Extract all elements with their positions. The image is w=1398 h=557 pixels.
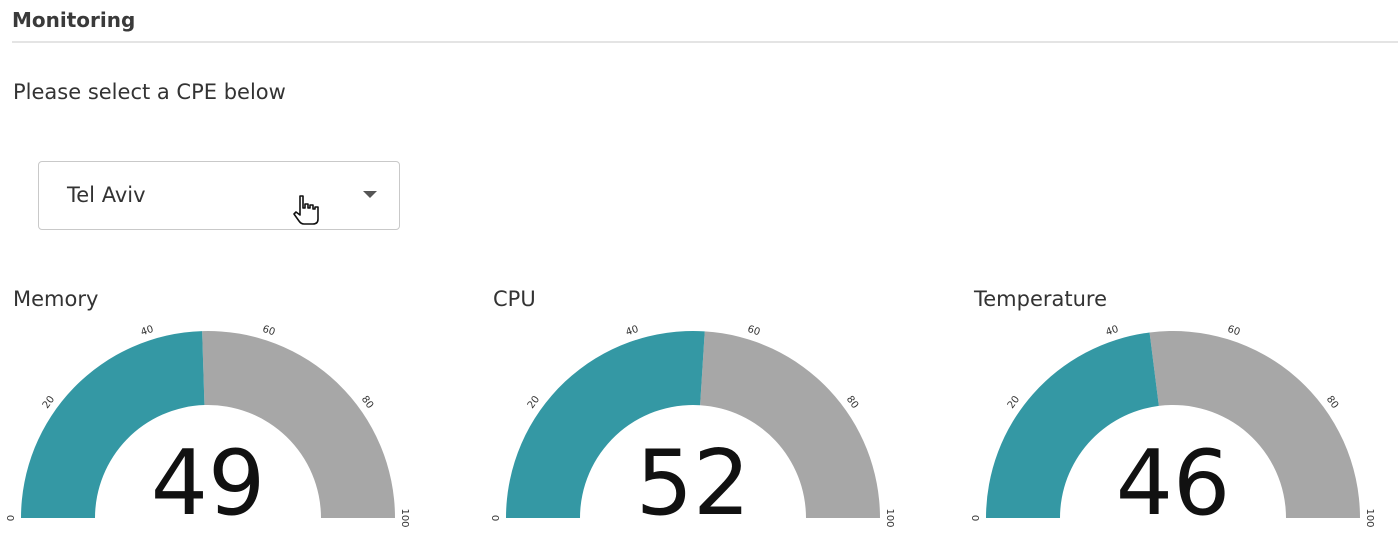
gauge-tick-label: 60 <box>261 324 277 338</box>
gauge-tick-label: 100 <box>399 508 410 527</box>
temperature-gauge: Temperature 0 20 40 60 80 100 46 <box>971 285 1394 555</box>
gauge-value-arc <box>986 332 1159 518</box>
gauge-tick-label: 0 <box>971 515 982 521</box>
gauge-value: 52 <box>636 431 751 536</box>
caret-down-icon <box>363 191 377 198</box>
gauge-tick-label: 40 <box>625 324 641 338</box>
gauge-value-arc <box>21 331 205 518</box>
gauge-tick-label: 80 <box>359 394 375 411</box>
gauge-tick-label: 0 <box>6 515 17 521</box>
gauge-tick-label: 60 <box>1226 324 1242 338</box>
cpu-gauge: CPU 0 20 40 60 80 100 52 <box>491 285 913 555</box>
gauge-tick-label: 60 <box>746 324 762 338</box>
gauge-title: Temperature <box>974 287 1108 311</box>
temperature-gauge-chart: 0 20 40 60 80 100 46 <box>971 324 1375 536</box>
memory-gauge-chart: 0 20 40 60 80 100 49 <box>6 324 410 536</box>
cpe-select-value: Tel Aviv <box>67 183 146 207</box>
gauge-tick-label: 20 <box>41 394 57 411</box>
gauge-tick-label: 100 <box>1364 508 1375 527</box>
memory-gauge: Memory 0 20 40 60 80 100 49 <box>6 285 433 555</box>
gauge-track <box>1149 331 1360 518</box>
gauge-tick-label: 20 <box>526 394 542 411</box>
gauge-track <box>202 331 395 518</box>
gauge-tick-label: 0 <box>491 515 502 521</box>
gauge-tick-label: 80 <box>844 394 860 411</box>
hand-cursor-icon <box>293 195 319 225</box>
gauge-value: 49 <box>151 431 266 536</box>
gauge-track <box>700 331 880 518</box>
gauge-tick-label: 40 <box>1105 324 1121 338</box>
gauge-tick-label: 20 <box>1006 394 1022 411</box>
cpe-select[interactable]: Tel Aviv <box>38 161 400 230</box>
page-header: Monitoring <box>12 0 1398 43</box>
page-title: Monitoring <box>12 8 136 32</box>
gauge-title: CPU <box>493 287 536 311</box>
gauge-tick-label: 80 <box>1324 394 1340 411</box>
gauge-title: Memory <box>13 287 99 311</box>
gauge-tick-label: 100 <box>884 508 895 527</box>
cpu-gauge-chart: 0 20 40 60 80 100 52 <box>491 324 895 536</box>
gauge-value-arc <box>506 330 705 518</box>
select-prompt: Please select a CPE below <box>13 80 286 104</box>
gauge-tick-label: 40 <box>140 324 156 338</box>
gauge-value: 46 <box>1116 431 1231 536</box>
